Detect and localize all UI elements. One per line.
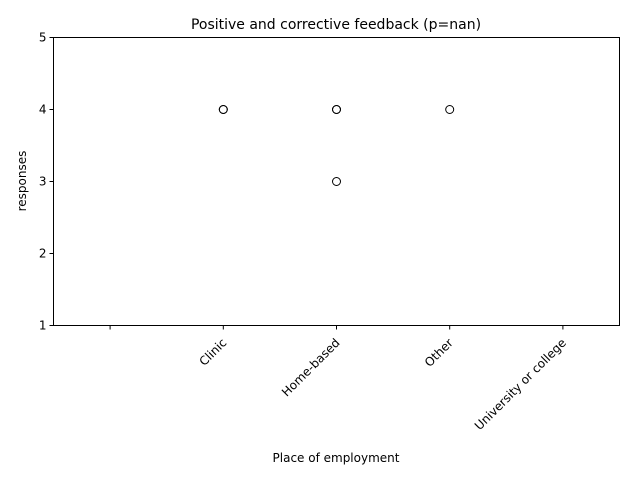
outlier-point <box>445 105 455 114</box>
y-tick-label: 5 <box>39 31 47 45</box>
outlier-point <box>218 105 228 114</box>
y-tick-label: 4 <box>39 103 47 117</box>
outlier-point <box>332 105 341 114</box>
x-tick-label: Other <box>422 336 456 370</box>
y-tick-label: 3 <box>39 175 47 189</box>
y-tick-label: 2 <box>39 247 47 261</box>
outlier-point <box>332 177 341 186</box>
x-tick-label: University or college <box>472 336 569 433</box>
x-axis-label: Place of employment <box>273 451 400 465</box>
y-tick-label: 1 <box>39 319 47 333</box>
plot-area <box>195 37 592 186</box>
chart-title: Positive and corrective feedback (p=nan) <box>191 17 481 33</box>
y-axis-label: responses <box>15 151 29 212</box>
x-tick-label: Home-based <box>279 336 343 400</box>
x-tick-label: Clinic <box>196 336 229 369</box>
axes-frame <box>53 37 620 326</box>
